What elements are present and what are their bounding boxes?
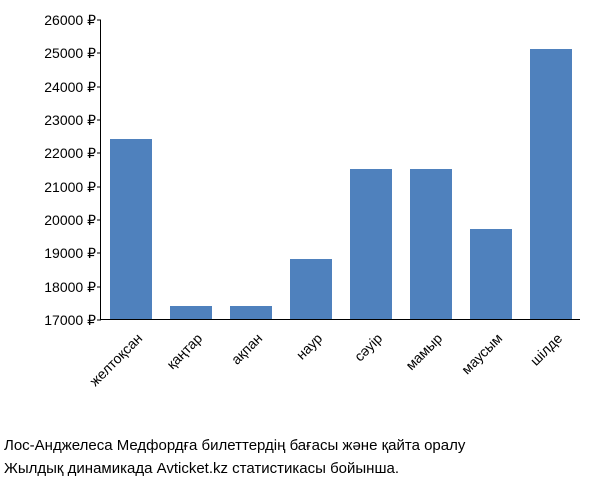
ytick-label: 25000 ₽ [20,46,96,60]
bar [110,139,152,319]
ytick-label: 26000 ₽ [20,13,96,27]
xtick-label: мамыр [402,330,445,373]
xtick-label: сәуір [351,330,385,364]
ytick-label: 22000 ₽ [20,146,96,160]
ytick-label: 20000 ₽ [20,213,96,227]
ytick-label: 24000 ₽ [20,80,96,94]
ytick-label: 21000 ₽ [20,180,96,194]
xtick-label: ақпан [228,330,265,367]
chart-caption: Лос-Анджелеса Медфордға билеттердің баға… [0,435,600,480]
bar [230,306,272,319]
bar [170,306,212,319]
xtick-label: қаңтар [163,330,205,372]
bar [350,169,392,319]
ytick-label: 17000 ₽ [20,313,96,327]
price-chart: 17000 ₽ 18000 ₽ 19000 ₽ 20000 ₽ 21000 ₽ 22000… [20,20,580,390]
bar [410,169,452,319]
bar [470,229,512,319]
caption-line-2: Жылдық динамикада Avticket.kz статистика… [4,458,600,481]
bars-group [101,20,580,319]
xtick-label: маусым [458,330,505,377]
plot-area [100,20,580,320]
xtick-label: шілде [527,330,566,369]
bar [530,49,572,319]
bar [290,259,332,319]
ytick-label: 18000 ₽ [20,280,96,294]
xtick-label: наур [293,330,326,363]
xtick-label: желтоқсан [86,330,145,389]
caption-line-1: Лос-Анджелеса Медфордға билеттердің баға… [4,435,600,458]
ytick-label: 23000 ₽ [20,113,96,127]
ytick-label: 19000 ₽ [20,246,96,260]
